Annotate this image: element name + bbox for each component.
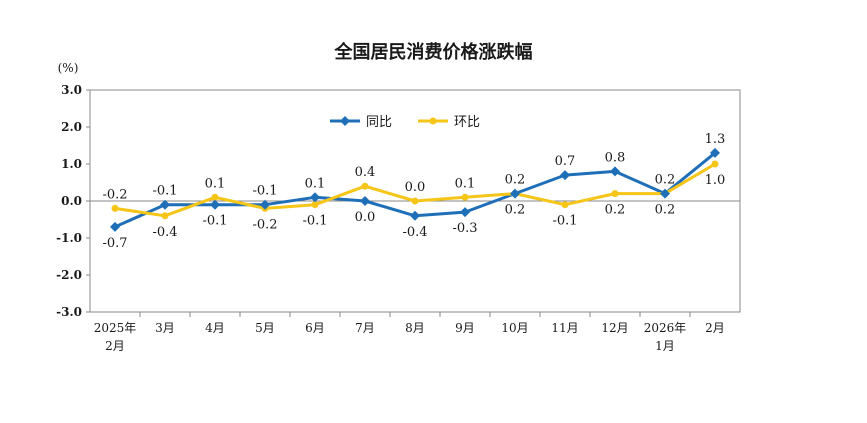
data-label-mom: 0.2 (505, 203, 526, 218)
data-point-mom (361, 182, 369, 190)
data-point-yoy (460, 207, 470, 218)
data-point-mom (461, 193, 469, 201)
data-label-mom: 0.1 (205, 176, 226, 191)
data-point-mom (211, 193, 219, 201)
x-tick-label: 9月 (455, 321, 475, 335)
y-tick-label: 0.0 (61, 194, 82, 208)
data-label-mom: 1.0 (705, 173, 726, 188)
data-label-yoy: 0.2 (655, 173, 676, 188)
x-tick-label: 1月 (655, 339, 675, 353)
data-point-yoy (560, 170, 570, 181)
data-point-yoy (260, 199, 270, 210)
data-label-yoy: 0.8 (605, 150, 626, 165)
data-point-yoy (410, 210, 420, 221)
x-tick-label: 2月 (705, 321, 725, 335)
x-tick-label: 6月 (305, 321, 325, 335)
data-point-yoy (110, 221, 120, 232)
data-label-yoy: 0.2 (505, 173, 526, 188)
data-label-yoy: 0.1 (305, 176, 326, 191)
data-label-yoy: -0.4 (402, 225, 427, 240)
y-axis-unit: (%) (58, 61, 79, 75)
data-label-mom: -0.1 (302, 214, 327, 229)
data-point-yoy (210, 199, 220, 210)
data-point-yoy (510, 188, 520, 199)
x-tick-label: 5月 (255, 321, 275, 335)
x-tick-label: 2月 (105, 339, 125, 353)
y-tick-label: 1.0 (61, 157, 82, 171)
x-tick-label: 4月 (205, 321, 225, 335)
data-label-mom: -0.4 (152, 225, 177, 240)
data-label-yoy: 1.3 (705, 132, 726, 147)
data-label-mom: 0.1 (455, 176, 476, 191)
data-point-mom (611, 190, 619, 198)
x-tick-label: 12月 (601, 321, 628, 335)
x-tick-label: 8月 (405, 321, 425, 335)
legend-marker-yoy (340, 116, 350, 126)
y-tick-label: 2.0 (61, 120, 82, 134)
data-label-mom: 0.4 (355, 165, 376, 180)
data-point-mom (111, 204, 119, 212)
data-point-mom (561, 201, 569, 209)
data-label-yoy: -0.1 (202, 214, 227, 229)
data-label-yoy: 0.7 (555, 154, 576, 169)
data-point-yoy (310, 192, 320, 203)
y-tick-label: -3.0 (56, 305, 82, 319)
data-point-mom (411, 197, 419, 205)
data-label-mom: 0.2 (605, 203, 626, 218)
data-label-yoy: -0.1 (252, 184, 277, 199)
x-tick-label: 10月 (501, 321, 528, 335)
legend-label-mom: 环比 (454, 115, 480, 130)
data-point-mom (711, 160, 719, 168)
data-point-yoy (160, 199, 170, 210)
x-tick-label: 2026年 (644, 321, 687, 335)
chart-title: 全国居民消费价格涨跌幅 (334, 42, 533, 63)
data-label-mom: -0.1 (552, 214, 577, 229)
data-label-mom: -0.2 (252, 217, 277, 232)
data-label-mom: 0.2 (655, 203, 676, 218)
y-tick-label: -1.0 (56, 231, 82, 245)
x-tick-label: 3月 (155, 321, 175, 335)
x-tick-label: 11月 (551, 321, 578, 335)
data-label-yoy: -0.7 (102, 236, 127, 251)
data-point-mom (311, 201, 319, 209)
data-point-mom (161, 212, 169, 220)
data-label-mom: 0.0 (405, 180, 426, 195)
data-point-yoy (610, 166, 620, 177)
data-point-yoy (710, 147, 720, 158)
x-tick-label: 7月 (355, 321, 375, 335)
legend-label-yoy: 同比 (366, 115, 392, 130)
x-tick-label: 2025年 (94, 321, 137, 335)
y-tick-label: 3.0 (61, 83, 82, 97)
legend-marker-mom (429, 117, 437, 125)
data-label-yoy: -0.3 (452, 221, 477, 236)
data-point-yoy (360, 196, 370, 206)
y-tick-label: -2.0 (56, 268, 82, 282)
data-label-yoy: 0.0 (355, 210, 376, 225)
data-label-yoy: -0.1 (152, 184, 177, 199)
data-point-yoy (660, 188, 670, 199)
data-label-mom: -0.2 (102, 187, 127, 202)
